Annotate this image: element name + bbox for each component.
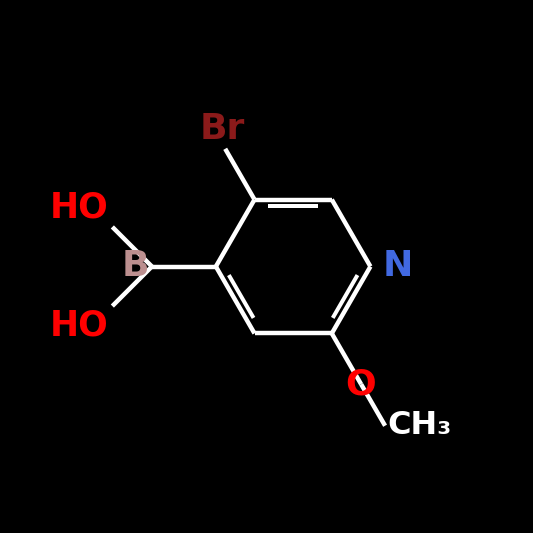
Text: O: O: [346, 367, 376, 401]
Text: B: B: [122, 249, 149, 284]
Text: N: N: [382, 249, 413, 284]
Text: HO: HO: [50, 309, 108, 343]
Text: Br: Br: [200, 112, 245, 146]
Text: HO: HO: [50, 190, 108, 224]
Text: CH₃: CH₃: [388, 410, 452, 441]
